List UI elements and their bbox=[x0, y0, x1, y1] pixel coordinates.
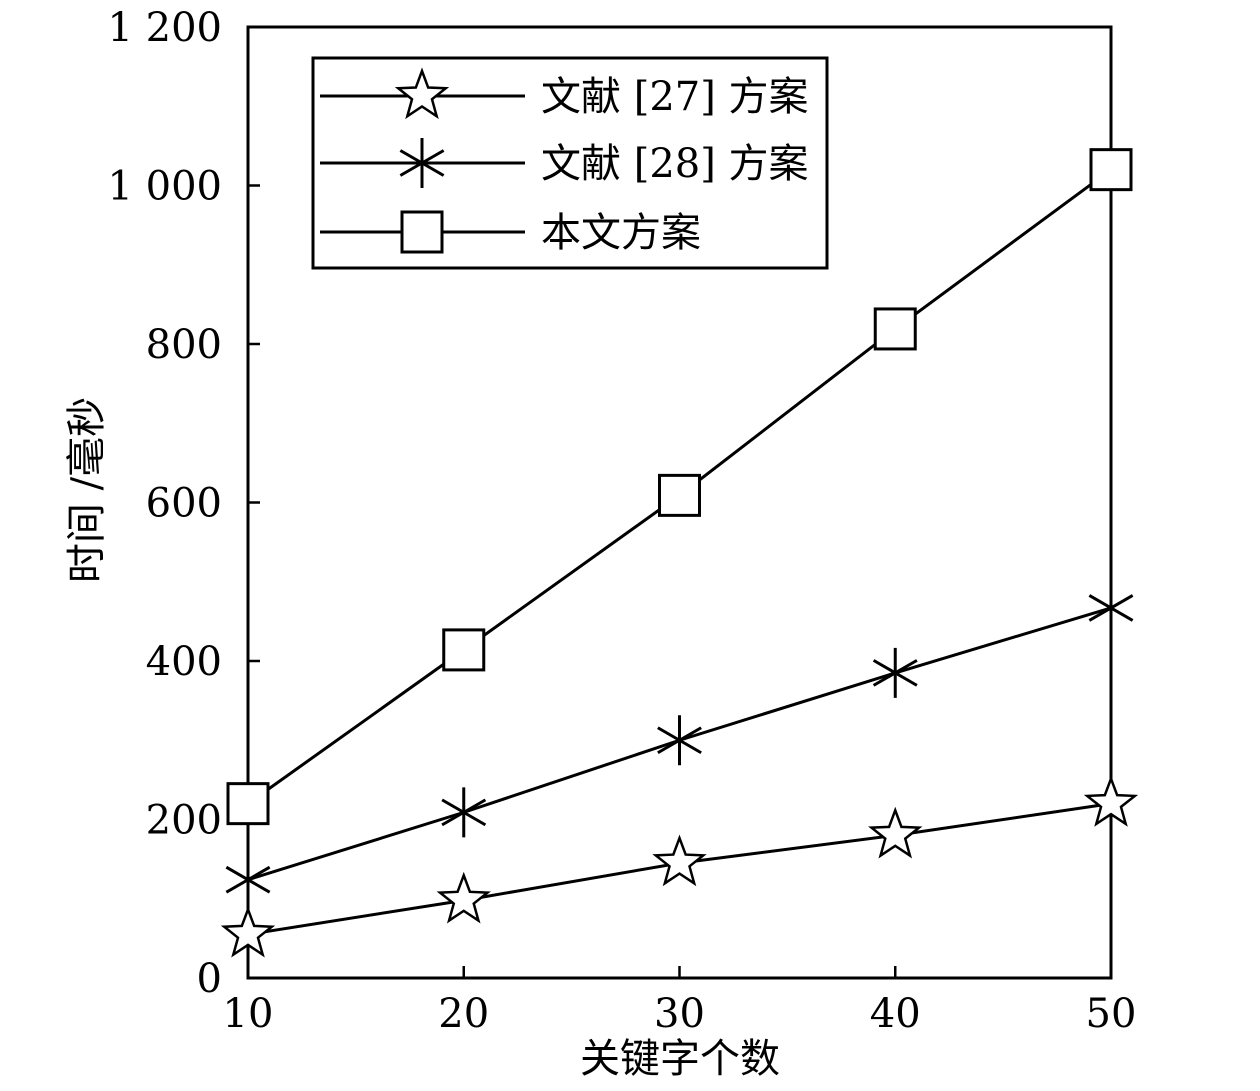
asterisk-stroke bbox=[399, 149, 445, 177]
data-point-asterisk bbox=[1088, 582, 1134, 633]
legend-label: 本文方案 bbox=[541, 210, 701, 256]
legend-entry-square: 本文方案 bbox=[320, 210, 701, 256]
data-point-asterisk bbox=[657, 715, 702, 766]
legend-marker-square bbox=[400, 210, 444, 254]
data-point-asterisk bbox=[441, 787, 487, 838]
y-axis-label: 时间 /毫秒 bbox=[64, 397, 110, 583]
data-point-square bbox=[658, 473, 701, 517]
x-tick-label: 30 bbox=[654, 991, 705, 1037]
x-axis-label: 关键字个数 bbox=[580, 1036, 780, 1082]
legend-entry-asterisk: 文献 [28] 方案 bbox=[320, 138, 809, 188]
legend-label: 文献 [28] 方案 bbox=[541, 141, 809, 187]
plot-area: 0 200 400 600 800 1 000 1 200 10 20 30 40 50 bbox=[107, 5, 1136, 1037]
y-tick-label: 1 000 bbox=[107, 164, 222, 210]
legend-marker-star bbox=[394, 67, 450, 120]
y-tick-label: 1 200 bbox=[107, 5, 222, 51]
asterisk-stroke bbox=[657, 726, 702, 755]
data-point-star bbox=[220, 905, 276, 958]
data-point-square bbox=[873, 307, 917, 351]
y-tick-label: 600 bbox=[146, 481, 222, 527]
data-point-asterisk bbox=[225, 854, 271, 905]
data-point-square bbox=[1089, 148, 1133, 192]
x-tick-label: 50 bbox=[1086, 991, 1137, 1037]
data-point-star bbox=[652, 834, 707, 887]
legend-marker-asterisk bbox=[399, 138, 445, 188]
series-star bbox=[220, 775, 1139, 958]
data-point-star bbox=[436, 871, 491, 924]
x-tick-label: 20 bbox=[438, 991, 489, 1037]
data-point-star bbox=[868, 806, 923, 859]
asterisk-stroke bbox=[1088, 594, 1134, 622]
data-point-square bbox=[442, 628, 486, 672]
y-tick-label: 0 bbox=[197, 956, 222, 1002]
data-point-square bbox=[226, 782, 270, 826]
y-tick-label: 200 bbox=[146, 798, 222, 844]
x-tick-label: 10 bbox=[223, 991, 274, 1037]
y-tick-label: 800 bbox=[146, 322, 222, 368]
series-group bbox=[220, 148, 1139, 958]
series-square bbox=[226, 148, 1133, 826]
legend-label: 文献 [27] 方案 bbox=[541, 74, 809, 120]
data-point-asterisk bbox=[872, 647, 918, 698]
asterisk-stroke bbox=[225, 865, 271, 894]
asterisk-stroke bbox=[872, 659, 918, 687]
x-tick-label: 40 bbox=[870, 991, 921, 1037]
legend-entry-star: 文献 [27] 方案 bbox=[320, 67, 809, 120]
series-asterisk bbox=[225, 582, 1134, 905]
y-tick-label: 400 bbox=[146, 639, 222, 685]
asterisk-stroke bbox=[441, 798, 487, 827]
data-point-star bbox=[1083, 775, 1139, 827]
